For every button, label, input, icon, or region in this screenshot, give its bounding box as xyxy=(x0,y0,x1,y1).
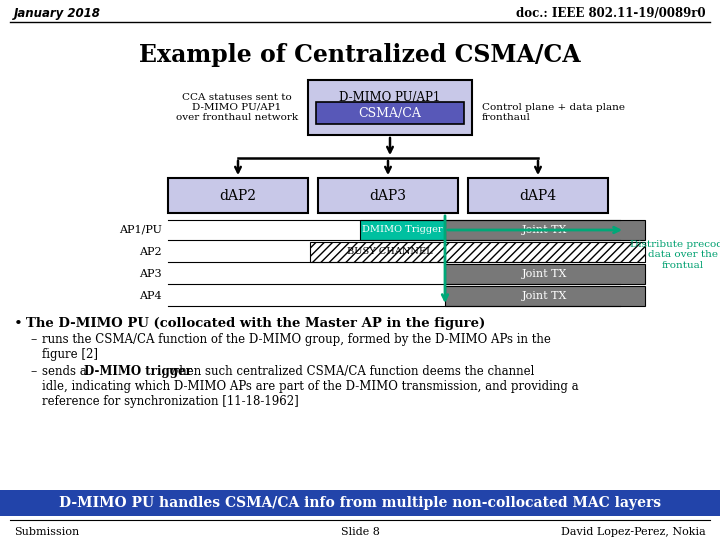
Text: Submission: Submission xyxy=(14,527,79,537)
FancyBboxPatch shape xyxy=(445,220,645,240)
Text: •: • xyxy=(14,317,23,331)
Text: CSMA/CA: CSMA/CA xyxy=(359,106,421,119)
Text: Distribute precoded
data over the
frontual: Distribute precoded data over the frontu… xyxy=(630,240,720,270)
Text: AP2: AP2 xyxy=(140,247,162,257)
Text: dAP3: dAP3 xyxy=(369,188,407,202)
Text: Example of Centralized CSMA/CA: Example of Centralized CSMA/CA xyxy=(139,43,581,67)
Text: David Lopez-Perez, Nokia: David Lopez-Perez, Nokia xyxy=(562,527,706,537)
Text: doc.: IEEE 802.11-19/0089r0: doc.: IEEE 802.11-19/0089r0 xyxy=(516,8,706,21)
FancyBboxPatch shape xyxy=(318,178,458,213)
Text: BUSY CHANNEL: BUSY CHANNEL xyxy=(347,247,433,256)
FancyBboxPatch shape xyxy=(308,80,472,135)
Text: DMIMO Trigger: DMIMO Trigger xyxy=(362,226,443,234)
Text: The D-MIMO PU (collocated with the Master AP in the figure): The D-MIMO PU (collocated with the Maste… xyxy=(26,317,485,330)
Text: Joint TX: Joint TX xyxy=(522,225,567,235)
FancyBboxPatch shape xyxy=(168,178,308,213)
Text: D-MIMO PU/AP1: D-MIMO PU/AP1 xyxy=(339,91,441,105)
Text: dAP2: dAP2 xyxy=(220,188,256,202)
Text: AP1/PU: AP1/PU xyxy=(119,225,162,235)
Text: Joint TX: Joint TX xyxy=(522,291,567,301)
FancyBboxPatch shape xyxy=(360,220,445,240)
Text: Control plane + data plane
fronthaul: Control plane + data plane fronthaul xyxy=(482,103,625,122)
Text: January 2018: January 2018 xyxy=(14,8,101,21)
Text: –: – xyxy=(30,365,36,378)
FancyBboxPatch shape xyxy=(468,178,608,213)
Text: AP4: AP4 xyxy=(140,291,162,301)
Text: sends a                    , when such centralized CSMA/CA function deems the ch: sends a , when such centralized CSMA/CA … xyxy=(42,365,579,408)
Text: CCA statuses sent to
D-MIMO PU/AP1
over fronthaul network: CCA statuses sent to D-MIMO PU/AP1 over … xyxy=(176,92,298,123)
Text: dAP4: dAP4 xyxy=(519,188,557,202)
Text: –: – xyxy=(30,333,36,346)
Text: AP3: AP3 xyxy=(140,269,162,279)
FancyBboxPatch shape xyxy=(310,242,645,262)
Text: runs the CSMA/CA function of the D-MIMO group, formed by the D-MIMO APs in the
f: runs the CSMA/CA function of the D-MIMO … xyxy=(42,333,551,361)
Text: Slide 8: Slide 8 xyxy=(341,527,379,537)
Text: Joint TX: Joint TX xyxy=(522,269,567,279)
FancyBboxPatch shape xyxy=(0,490,720,516)
FancyBboxPatch shape xyxy=(316,102,464,124)
FancyBboxPatch shape xyxy=(445,286,645,306)
FancyBboxPatch shape xyxy=(445,264,645,284)
Text: D-MIMO trigger: D-MIMO trigger xyxy=(84,365,192,378)
Text: D-MIMO PU handles CSMA/CA info from multiple non-collocated MAC layers: D-MIMO PU handles CSMA/CA info from mult… xyxy=(59,496,661,510)
